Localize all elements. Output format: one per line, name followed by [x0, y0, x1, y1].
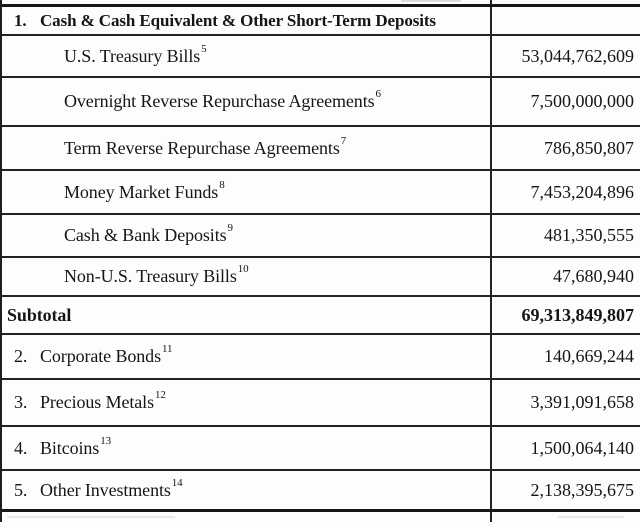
row-value: 53,044,762,609: [490, 36, 640, 76]
row-label: Precious Metals: [40, 392, 154, 412]
row-label: Non-U.S. Treasury Bills: [64, 266, 237, 286]
cut-off-cell: [490, 0, 640, 4]
row-value: [490, 7, 640, 34]
row-label: U.S. Treasury Bills: [64, 45, 201, 66]
row-label: Term Reverse Repurchase Agreements: [64, 137, 340, 158]
row-value: 47,680,940: [490, 258, 640, 295]
table-row-precious-metals: 3. Precious Metals 12 3,391,091,658: [2, 380, 640, 427]
cut-off-cell: [490, 512, 640, 522]
row-label-cell: 3. Precious Metals 12: [2, 380, 490, 425]
row-value: 69,313,849,807: [490, 297, 640, 333]
row-value: 7,453,204,896: [490, 171, 640, 213]
row-value: 7,500,000,000: [490, 78, 640, 125]
row-value: 786,850,807: [490, 127, 640, 169]
table-row-cash-section: 1. Cash & Cash Equivalent & Other Short-…: [2, 7, 640, 36]
row-value: 481,350,555: [490, 215, 640, 256]
footnote-ref: 13: [100, 434, 112, 447]
row-number: 4.: [14, 437, 28, 458]
footnote-ref: 7: [340, 134, 347, 147]
footnote-ref: 8: [219, 178, 225, 191]
table-row-other-investments: 5. Other Investments 14 2,138,395,675: [2, 471, 640, 512]
row-label-cell: 1. Cash & Cash Equivalent & Other Short-…: [2, 7, 490, 34]
row-number: 3.: [14, 392, 28, 412]
row-label: Cash & Bank Deposits: [64, 225, 227, 245]
table-row-non-us-treasury-bills: Non-U.S. Treasury Bills 10 47,680,940: [2, 258, 640, 297]
row-label: Subtotal: [7, 304, 72, 325]
row-label-cell: 2. Corporate Bonds 11: [2, 335, 490, 378]
footnote-ref: 11: [162, 343, 173, 355]
cut-off-cell: [2, 0, 490, 4]
row-label: Bitcoins: [40, 437, 100, 458]
row-value: 2,138,395,675: [490, 471, 640, 509]
footnote-ref: 14: [171, 476, 183, 489]
footnote-ref: 10: [237, 263, 249, 275]
row-label-cell: Non-U.S. Treasury Bills 10: [2, 258, 490, 295]
table-row-us-treasury-bills: U.S. Treasury Bills 5 53,044,762,609: [2, 36, 640, 78]
row-number: 1.: [14, 10, 27, 30]
footnote-ref: 12: [154, 389, 166, 401]
cut-off-cell: [2, 512, 490, 522]
table-row-cash-bank-deposits: Cash & Bank Deposits 9 481,350,555: [2, 215, 640, 258]
row-label: Cash & Cash Equivalent & Other Short-Ter…: [40, 10, 436, 30]
footnote-ref: 9: [227, 222, 234, 234]
footnote-ref: 5: [201, 42, 207, 55]
row-number: 5.: [14, 479, 28, 500]
row-number: 2.: [14, 346, 28, 366]
cut-off-row-top: [2, 0, 640, 7]
row-label-cell: Money Market Funds 8: [2, 171, 490, 213]
table-row-money-market-funds: Money Market Funds 8 7,453,204,896: [2, 171, 640, 215]
row-value: 140,669,244: [490, 335, 640, 378]
row-label: Overnight Reverse Repurchase Agreements: [64, 91, 375, 111]
row-label-cell: Term Reverse Repurchase Agreements 7: [2, 127, 490, 169]
row-value: 1,500,064,140: [490, 427, 640, 469]
row-label-cell: Cash & Bank Deposits 9: [2, 215, 490, 256]
table-row-bitcoins: 4. Bitcoins 13 1,500,064,140: [2, 427, 640, 471]
row-label: Corporate Bonds: [40, 346, 161, 366]
row-value: 3,391,091,658: [490, 380, 640, 425]
table-row-corporate-bonds: 2. Corporate Bonds 11 140,669,244: [2, 335, 640, 380]
row-label-cell: U.S. Treasury Bills 5: [2, 36, 490, 76]
table-row-overnight-reverse-repo: Overnight Reverse Repurchase Agreements …: [2, 78, 640, 127]
row-label-cell: Subtotal: [2, 297, 490, 333]
row-label-cell: 5. Other Investments 14: [2, 471, 490, 509]
row-label-cell: 4. Bitcoins 13: [2, 427, 490, 469]
footnote-ref: 6: [375, 88, 382, 100]
row-label-cell: Overnight Reverse Repurchase Agreements …: [2, 78, 490, 125]
cut-off-row-bottom: [2, 512, 640, 522]
row-label: Other Investments: [40, 479, 171, 500]
row-label: Money Market Funds: [64, 181, 219, 202]
table-row-subtotal: Subtotal 69,313,849,807: [2, 297, 640, 335]
table-row-term-reverse-repo: Term Reverse Repurchase Agreements 7 786…: [2, 127, 640, 171]
